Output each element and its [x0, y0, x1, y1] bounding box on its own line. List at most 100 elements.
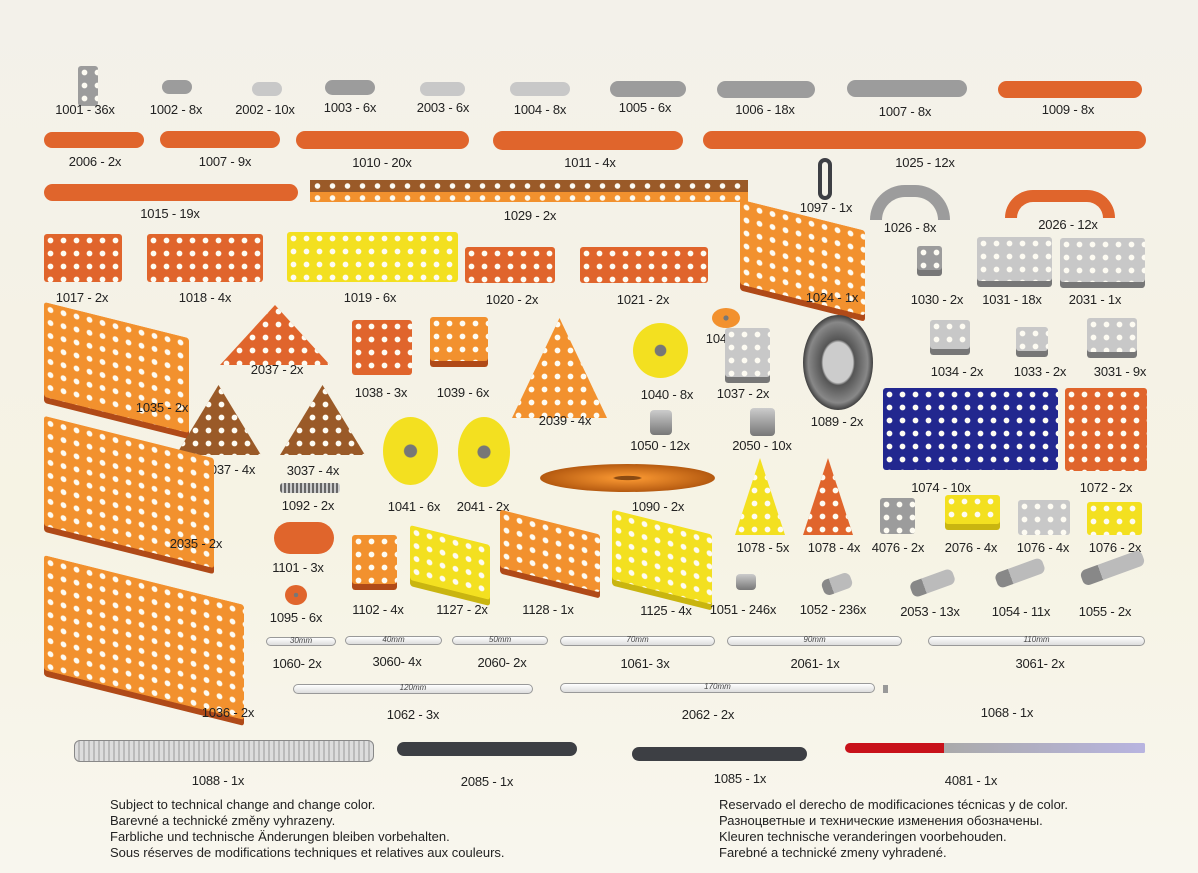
footer-right: Reservado el derecho de modificaciones t… — [719, 797, 1068, 861]
part-label: 1005 - 6x — [618, 100, 672, 115]
part-label: 2003 - 6x — [416, 100, 470, 115]
footer-line: Разноцветные и технические изменения обо… — [719, 813, 1043, 828]
part-label: 2050 - 10x — [732, 438, 792, 453]
wrench-image — [397, 742, 577, 756]
disc-image — [285, 585, 307, 605]
part-label: 1125 - 4x — [640, 603, 692, 618]
part-label: 1062 - 3x — [386, 707, 440, 722]
part-label: 1128 - 1x — [522, 602, 574, 617]
tire-image — [803, 315, 873, 410]
part-label: 2031 - 1x — [1068, 292, 1122, 307]
part-label: 2076 - 4x — [944, 540, 998, 555]
part-label: 4037 - 4x — [202, 462, 256, 477]
plate-image — [1065, 388, 1147, 471]
part-label: 1007 - 8x — [878, 104, 932, 119]
part-label: 3060- 4x — [372, 654, 422, 669]
rod-image — [452, 636, 548, 645]
rod-length-label: 40mm — [382, 635, 405, 644]
bracket-image — [930, 320, 970, 355]
part-label: 2053 - 13x — [900, 604, 960, 619]
wrench-image — [632, 747, 807, 761]
bar-image — [325, 80, 375, 95]
bracket-image — [977, 237, 1052, 287]
part-label: 1011 - 4x — [564, 155, 616, 170]
part-label: 1097 - 1x — [799, 200, 853, 215]
part-label: 1020 - 2x — [485, 292, 539, 307]
spring-image — [280, 483, 340, 493]
bracket-image — [352, 535, 397, 590]
part-label: 1021 - 2x — [616, 292, 670, 307]
disc-image — [458, 417, 510, 487]
part-label: 1003 - 6x — [323, 100, 377, 115]
part-label: 1017 - 2x — [55, 290, 109, 305]
bar-image — [847, 80, 967, 97]
footer-line: Farebné a technické zmeny vyhradené. — [719, 845, 947, 860]
tray-image — [612, 509, 712, 605]
part-label: 1092 - 2x — [281, 498, 335, 513]
bracket-image — [945, 495, 1000, 530]
footer-line: Farbliche und technische Änderungen blei… — [110, 829, 450, 844]
part-label: 2060- 2x — [477, 655, 527, 670]
part-label: 1025 - 12x — [895, 155, 955, 170]
part-label: 1095 - 6x — [269, 610, 323, 625]
bar-image — [717, 81, 815, 98]
part-label: 3031 - 9x — [1093, 364, 1147, 379]
part-label: 1031 - 18x — [982, 292, 1042, 307]
angle-image — [310, 180, 748, 202]
part-label: 1039 - 6x — [436, 385, 490, 400]
part-label: 1085 - 1x — [713, 771, 767, 786]
plate-image — [352, 320, 412, 375]
bar-image — [274, 522, 334, 554]
rod-image — [560, 636, 715, 646]
part-label: 1035 - 2x — [135, 400, 189, 415]
part-label: 1002 - 8x — [149, 102, 203, 117]
bar-image — [162, 80, 192, 94]
part-label: 1041 - 6x — [387, 499, 441, 514]
rod-length-label: 70mm — [626, 635, 649, 644]
disc-image — [383, 417, 438, 485]
plate-image — [465, 247, 555, 283]
part-label: 1060- 2x — [272, 656, 322, 671]
plate-image — [1018, 500, 1070, 535]
rod-image — [727, 636, 902, 646]
part-label: 1061- 3x — [620, 656, 670, 671]
plate-image — [44, 234, 122, 282]
part-label: 1076 - 4x — [1016, 540, 1070, 555]
part-label: 2085 - 1x — [460, 774, 514, 789]
bracket-image — [1016, 327, 1048, 357]
plate-image — [1087, 502, 1142, 535]
bar-image — [44, 132, 144, 148]
part-label: 1051 - 246x — [709, 602, 777, 617]
part-label: 1026 - 8x — [883, 220, 937, 235]
bracket-image — [1060, 238, 1145, 288]
rod-length-label: 90mm — [803, 635, 826, 644]
part-label: 1078 - 5x — [736, 540, 790, 555]
tool-image — [74, 740, 374, 762]
footer-line: Reservado el derecho de modificaciones t… — [719, 797, 1069, 812]
rod-length-label: 50mm — [488, 635, 512, 644]
part-label: 4076 - 2x — [871, 540, 925, 555]
part-label: 1050 - 12x — [630, 438, 690, 453]
plate-image — [580, 247, 708, 283]
crank-image — [883, 685, 888, 693]
part-label: 2041 - 2x — [456, 499, 510, 514]
bar-image — [160, 131, 280, 148]
rod-length-label: 170mm — [704, 682, 731, 691]
bar-image — [493, 131, 683, 150]
bar-image — [510, 82, 570, 96]
triangle-image — [735, 458, 785, 535]
arc-image — [1005, 190, 1115, 218]
tray-image — [500, 509, 600, 593]
rod-image — [293, 684, 533, 694]
part-label: 1009 - 8x — [1041, 102, 1095, 117]
part-label: 2002 - 10x — [235, 102, 295, 117]
disc-image — [633, 323, 688, 378]
arc-image — [870, 185, 950, 220]
part-label: 1034 - 2x — [930, 364, 984, 379]
bracket-image — [725, 328, 770, 383]
part-label: 1072 - 2x — [1079, 480, 1133, 495]
screw-image — [908, 567, 957, 599]
part-label: 3061- 2x — [1015, 656, 1065, 671]
part-label: 1004 - 8x — [513, 102, 567, 117]
part-label: 1101 - 3x — [272, 560, 324, 575]
